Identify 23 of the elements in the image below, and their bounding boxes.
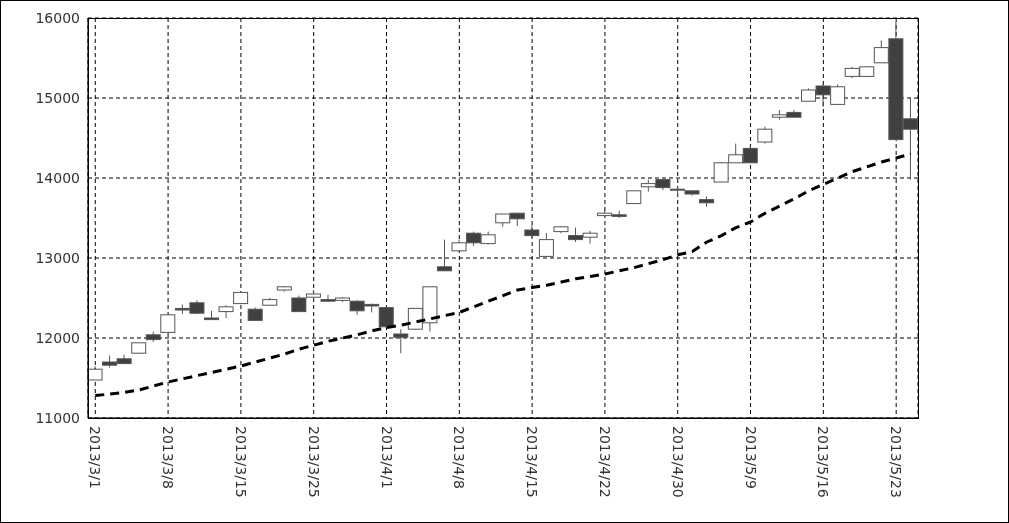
y-tick-label: 11000 (35, 409, 80, 426)
x-tick-label: 2013/3/1 (87, 426, 104, 489)
x-tick-label: 2013/4/30 (669, 426, 686, 498)
x-tick-label: 2013/5/16 (815, 426, 832, 498)
x-tick-label: 2013/4/15 (524, 426, 541, 498)
y-tick-label: 16000 (35, 9, 80, 26)
y-tick-label: 13000 (35, 249, 80, 266)
x-tick-label: 2013/4/22 (596, 426, 613, 498)
x-tick-label: 2013/5/9 (742, 426, 759, 489)
y-tick-label: 14000 (35, 169, 80, 186)
candlestick (436, 239, 452, 272)
x-tick-label: 2013/3/8 (160, 426, 177, 489)
x-tick-label: 2013/4/8 (451, 426, 468, 489)
x-tick-label: 2013/5/23 (888, 426, 905, 498)
x-tick-label: 2013/3/15 (232, 426, 249, 498)
candlestick (393, 328, 409, 354)
candlestick (538, 232, 554, 258)
x-tick-label: 2013/3/25 (305, 426, 322, 498)
y-tick-label: 12000 (35, 329, 80, 346)
y-tick-label: 15000 (35, 89, 80, 106)
x-tick-label: 2013/4/1 (378, 426, 395, 489)
candlestick (218, 304, 234, 319)
candlestick (378, 305, 394, 329)
